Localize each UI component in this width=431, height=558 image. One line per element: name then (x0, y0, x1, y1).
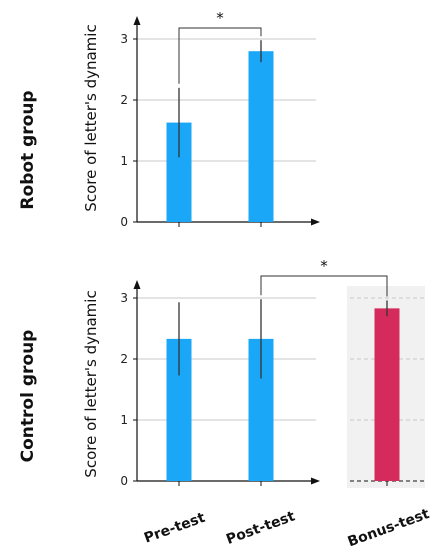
y-tick-label: 0 (120, 215, 128, 229)
significance-label: * (216, 9, 224, 27)
significance-bracket (178, 27, 262, 84)
y-tick-label: 1 (120, 154, 128, 168)
bar-post-test (248, 51, 274, 223)
x-axis-arrow (311, 477, 320, 485)
y-tick-label: 0 (120, 474, 128, 488)
y-tick-label: 3 (120, 291, 128, 305)
y-tick-label: 2 (120, 352, 128, 366)
x-tick-label-pre-test: Pre-test (142, 510, 208, 547)
x-tick-label-bonus-test: Bonus-test (346, 506, 431, 550)
x-axis-arrow (311, 218, 320, 226)
significance-bracket (260, 275, 388, 297)
y-tick-label: 3 (120, 32, 128, 46)
y-axis-arrow (133, 16, 141, 25)
y-axis-label-top: Score of letter's dynamic (82, 24, 100, 211)
y-tick-label: 1 (120, 413, 128, 427)
y-axis-label-bottom: Score of letter's dynamic (82, 290, 100, 477)
plot-area-control: 0 1 2 3 * (120, 257, 424, 488)
y-tick-label: 2 (120, 93, 128, 107)
x-tick-label-post-test: Post-test (224, 508, 297, 548)
bar-bonus-test (374, 308, 400, 481)
y-axis-arrow (133, 280, 141, 289)
significance-label: * (320, 257, 328, 275)
plot-area-robot: 0 1 2 3 * (120, 9, 320, 229)
row-label-control: Control group (18, 330, 38, 463)
row-label-robot: Robot group (18, 90, 38, 209)
